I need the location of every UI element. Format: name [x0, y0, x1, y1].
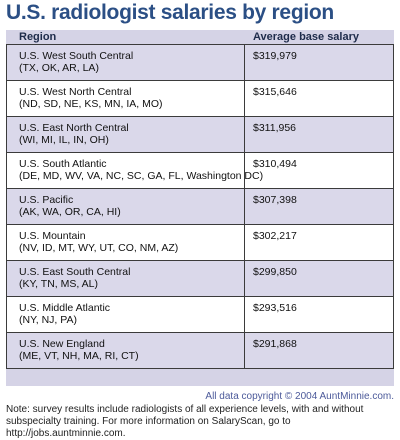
- salary-value: $307,398: [244, 188, 394, 225]
- salary-value: $302,217: [244, 224, 394, 261]
- column-header-salary: Average base salary: [253, 31, 359, 43]
- region-cell: U.S. Middle Atlantic (NY, NJ, PA): [6, 296, 245, 333]
- salary-figure: U.S. radiologist salaries by region Regi…: [6, 1, 394, 439]
- table-row: U.S. West North Central (ND, SD, NE, KS, …: [6, 80, 394, 117]
- region-states: (NV, ID, MT, WY, UT, CO, NM, AZ): [19, 242, 179, 254]
- region-name: U.S. East North Central: [19, 122, 129, 134]
- table-row: U.S. New England (ME, VT, NH, MA, RI, CT)…: [6, 332, 394, 369]
- region-states: (ME, VT, NH, MA, RI, CT): [19, 350, 139, 362]
- region-name: U.S. Pacific: [19, 194, 74, 206]
- region-cell: U.S. South Atlantic (DE, MD, WV, VA, NC, …: [6, 152, 264, 189]
- salary-value: $299,850: [244, 260, 394, 297]
- region-cell: U.S. East South Central (KY, TN, MS, AL): [6, 260, 245, 297]
- region-states: (DE, MD, WV, VA, NC, SC, GA, FL, Washing…: [19, 170, 264, 182]
- region-cell: U.S. Pacific (AK, WA, OR, CA, HI): [6, 188, 245, 225]
- table-row: U.S. Middle Atlantic (NY, NJ, PA) $293,516: [6, 296, 394, 333]
- salary-table: U.S. West South Central (TX, OK, AR, LA) $…: [6, 44, 394, 369]
- table-body: U.S. West South Central (TX, OK, AR, LA) $…: [6, 44, 394, 369]
- region-states: (ND, SD, NE, KS, MN, IA, MO): [19, 98, 163, 110]
- salary-value: $293,516: [244, 296, 394, 333]
- table-row: U.S. South Atlantic (DE, MD, WV, VA, NC, …: [6, 152, 394, 189]
- region-states: (WI, MI, IL, IN, OH): [19, 134, 109, 146]
- region-cell: U.S. East North Central (WI, MI, IL, IN, …: [6, 116, 245, 153]
- region-name: U.S. West South Central: [19, 50, 134, 62]
- region-states: (AK, WA, OR, CA, HI): [19, 206, 121, 218]
- table-row: U.S. East North Central (WI, MI, IL, IN, …: [6, 116, 394, 153]
- region-name: U.S. East South Central: [19, 266, 131, 278]
- table-row: U.S. Pacific (AK, WA, OR, CA, HI) $307,398: [6, 188, 394, 225]
- table-row: U.S. Mountain (NV, ID, MT, WY, UT, CO, NM…: [6, 224, 394, 261]
- page-title: U.S. radiologist salaries by region: [6, 1, 334, 24]
- salary-value: $319,979: [244, 44, 394, 81]
- salary-value: $310,494: [244, 152, 394, 189]
- salary-value: $291,868: [244, 332, 394, 369]
- region-states: (TX, OK, AR, LA): [19, 62, 99, 74]
- footnote: Note: survey results include radiologist…: [6, 404, 364, 439]
- column-header-region: Region: [19, 31, 57, 43]
- region-cell: U.S. West South Central (TX, OK, AR, LA): [6, 44, 245, 81]
- region-name: U.S. Middle Atlantic: [19, 302, 111, 314]
- salary-value: $315,646: [244, 80, 394, 117]
- region-name: U.S. West North Central: [19, 86, 132, 98]
- region-cell: U.S. New England (ME, VT, NH, MA, RI, CT): [6, 332, 245, 369]
- table-row: U.S. West South Central (TX, OK, AR, LA) $…: [6, 44, 394, 81]
- region-name: U.S. New England: [19, 338, 105, 350]
- region-states: (KY, TN, MS, AL): [19, 278, 98, 290]
- copyright-notice: All data copyright © 2004 AuntMinnie.com…: [205, 391, 394, 402]
- salary-value: $311,956: [244, 116, 394, 153]
- region-name: U.S. Mountain: [19, 230, 86, 242]
- region-name: U.S. South Atlantic: [19, 158, 107, 170]
- region-states: (NY, NJ, PA): [19, 314, 77, 326]
- region-cell: U.S. Mountain (NV, ID, MT, WY, UT, CO, NM…: [6, 224, 245, 261]
- region-cell: U.S. West North Central (ND, SD, NE, KS, …: [6, 80, 245, 117]
- salary-table-frame: Region Average base salary U.S. West Sou…: [6, 30, 394, 386]
- table-row: U.S. East South Central (KY, TN, MS, AL) $…: [6, 260, 394, 297]
